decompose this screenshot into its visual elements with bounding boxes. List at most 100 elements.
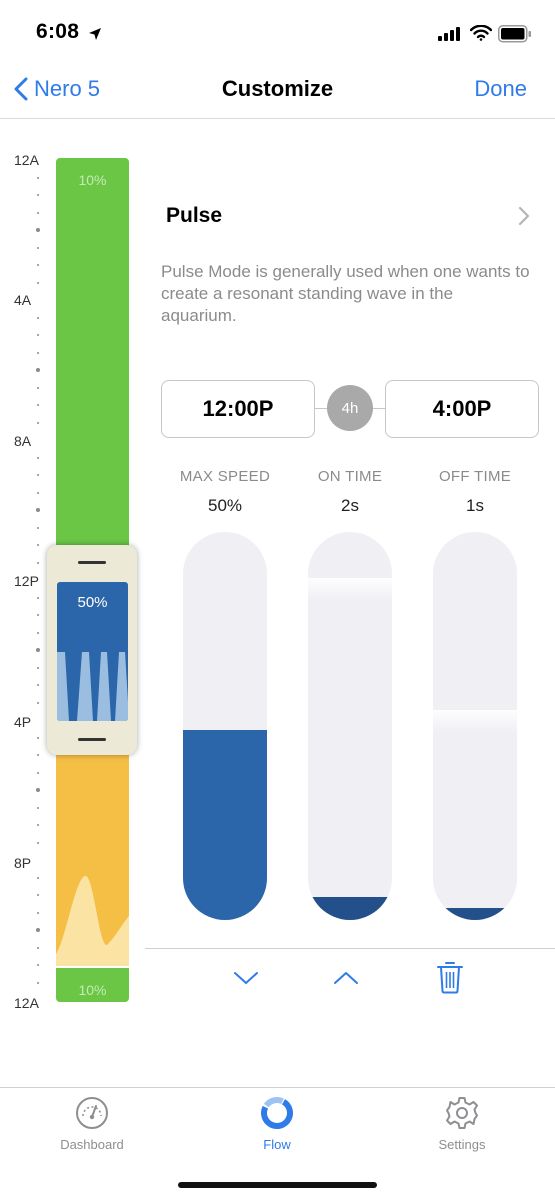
location-arrow-icon [89, 28, 101, 40]
done-button[interactable]: Done [474, 76, 527, 101]
chevron-right-icon[interactable] [518, 206, 530, 226]
timeline-tick [37, 911, 39, 914]
start-time-button[interactable]: 12:00P [161, 380, 315, 438]
timeline-segment-green[interactable] [56, 158, 129, 546]
timeline-tick [36, 508, 40, 512]
timeline-tick [37, 684, 39, 686]
status-time: 6:08 [36, 20, 80, 43]
off-time-slider-sheen [433, 710, 517, 734]
timeline-tick [37, 404, 39, 406]
timeline-tick [36, 228, 40, 232]
wave-graph-icon [56, 875, 129, 966]
end-time-button[interactable]: 4:00P [385, 380, 539, 438]
drag-handle-top[interactable] [78, 561, 106, 564]
timeline-tick [37, 631, 39, 634]
timeline-tick [36, 648, 40, 652]
timeline-tick [37, 491, 39, 494]
tab-settings-label: Settings [438, 1137, 486, 1152]
hour-label-12a-end: 12A [14, 995, 39, 1011]
max-speed-value: 50% [207, 496, 243, 515]
on-time-slider[interactable] [308, 532, 392, 920]
home-indicator[interactable] [178, 1182, 377, 1188]
hour-label-8a: 8A [14, 433, 32, 449]
timeline-tick [37, 194, 39, 196]
timeline-tick [37, 316, 39, 319]
off-time-value: 1s [466, 496, 484, 515]
pulse-wave-icon [57, 652, 128, 721]
timeline-tick [37, 456, 39, 459]
segment-bottom-label: 10% [78, 982, 107, 998]
timeline-tick [37, 264, 39, 266]
timeline-tick [37, 666, 39, 669]
segment-speed-label: 50% [77, 594, 108, 611]
timeline-tick [37, 281, 39, 284]
mode-title[interactable]: Pulse [166, 204, 223, 227]
off-time-label: OFF TIME [438, 468, 512, 485]
timeline-tick [36, 928, 40, 932]
timeline-tick [37, 946, 39, 949]
mode-description: Pulse Mode is generally used when one wa… [161, 262, 530, 325]
tab-flow-label: Flow [263, 1137, 291, 1152]
timeline-tick [37, 736, 39, 739]
hour-label-12p: 12P [14, 573, 39, 589]
off-time-slider-fill [433, 908, 517, 920]
max-speed-slider-fill [183, 729, 267, 920]
chevron-left-icon [14, 77, 28, 101]
drag-handle-bottom[interactable] [78, 738, 106, 741]
tab-dashboard-label: Dashboard [60, 1137, 124, 1152]
timeline-tick [37, 754, 39, 756]
duration-badge: 4h [327, 385, 373, 431]
timeline-tick [37, 614, 39, 616]
timeline-tick [37, 894, 39, 896]
timeline-tick [37, 526, 39, 529]
pulse-segment-preview: 50% [57, 582, 128, 721]
gauge-icon [76, 1097, 108, 1129]
timeline-segment-green-end[interactable] [56, 968, 129, 1002]
on-time-slider-fill [308, 896, 392, 920]
timeline-segment-yellow[interactable] [56, 754, 129, 966]
flow-ring-icon [261, 1097, 293, 1129]
timeline-tick [37, 561, 39, 564]
controls-divider [145, 948, 555, 949]
page-title: Customize [221, 76, 334, 101]
timeline-tick [37, 806, 39, 809]
tab-flow[interactable]: Flow [217, 1096, 337, 1152]
battery-icon [498, 25, 531, 43]
tab-settings[interactable]: Settings [402, 1096, 522, 1152]
hour-label-8p: 8P [14, 855, 32, 871]
timeline-tick [37, 474, 39, 476]
off-time-slider[interactable] [433, 532, 517, 920]
wifi-icon [470, 25, 492, 41]
on-time-value: 2s [341, 496, 359, 515]
cellular-signal-icon [438, 27, 460, 41]
back-button-label: Nero 5 [34, 76, 101, 101]
on-time-label: ON TIME [317, 468, 383, 485]
on-time-slider-sheen [308, 578, 392, 602]
timeline-tick [37, 771, 39, 774]
hour-label-4a: 4A [14, 292, 32, 308]
timeline-tick [37, 841, 39, 844]
back-button[interactable]: Nero 5 [14, 72, 100, 106]
timeline-tick [37, 386, 39, 389]
max-speed-slider[interactable] [183, 532, 267, 920]
chevron-down-icon[interactable] [233, 970, 259, 986]
chevron-up-icon[interactable] [333, 970, 359, 986]
hour-label-12a: 12A [14, 152, 39, 168]
trash-icon[interactable] [437, 960, 463, 994]
timeline-tick [37, 246, 39, 249]
selected-segment-handle[interactable]: 50% [47, 545, 137, 755]
gear-icon [446, 1097, 478, 1129]
tab-dashboard[interactable]: Dashboard [32, 1096, 152, 1152]
timeline-tick [37, 334, 39, 336]
segment-top-label: 10% [78, 172, 107, 188]
timeline-tick [37, 176, 39, 179]
timeline-tick [37, 544, 39, 546]
timeline-tick [36, 788, 40, 792]
timeline-tick [37, 981, 39, 984]
max-speed-label: MAX SPEED [179, 468, 271, 485]
timeline-tick [37, 701, 39, 704]
timeline-tick [37, 351, 39, 354]
nav-divider [0, 118, 555, 119]
tab-bar-divider [0, 1087, 555, 1088]
timeline-tick [37, 421, 39, 424]
